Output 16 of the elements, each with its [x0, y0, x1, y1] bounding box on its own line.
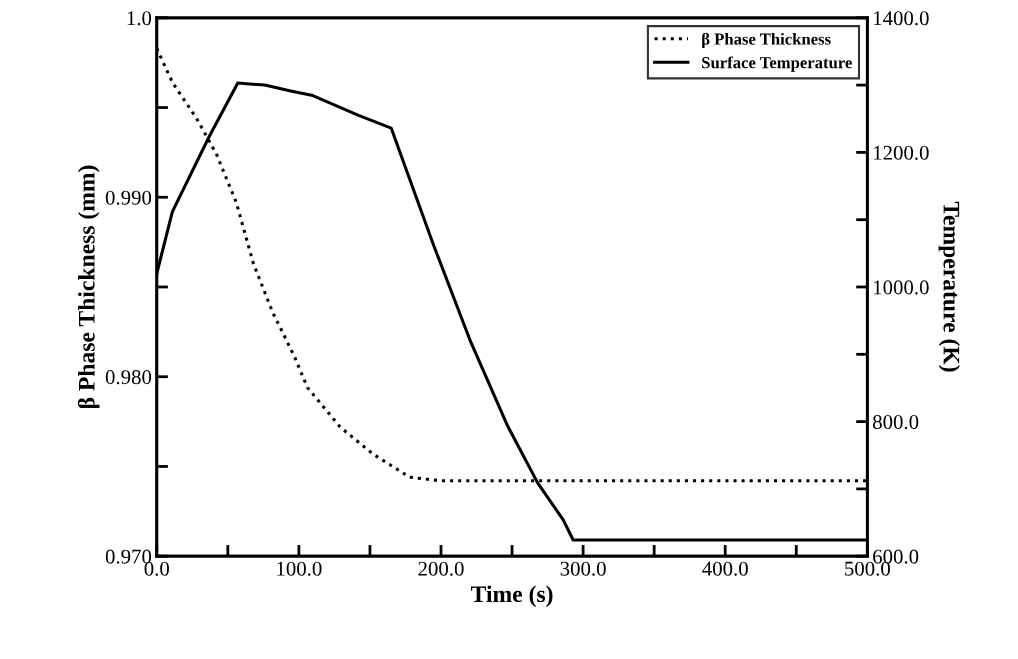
- y-tick-label: 0.980: [105, 370, 152, 385]
- y-tick-label: 1.0: [127, 11, 152, 26]
- y-axis-title: β Phase Thickness (mm): [77, 165, 100, 409]
- x-tick-label: 300.0: [560, 561, 606, 576]
- y2-tick-label: 1000.0: [874, 280, 929, 295]
- y2-tick-label: 1200.0: [874, 145, 929, 160]
- y2-tick-label: 1400.0: [874, 11, 929, 26]
- legend-label: Surface Temperature: [702, 56, 852, 72]
- legend-label: β Phase Thickness: [702, 32, 831, 49]
- x-axis-title: Time (s): [470, 585, 553, 607]
- y-tick-label: 0.990: [105, 190, 152, 205]
- x-tick-label: 100.0: [277, 561, 322, 576]
- y2-tick-label: 800.0: [872, 414, 919, 430]
- x-tick-label: 400.0: [702, 561, 748, 576]
- y2-axis-title: Temperature (K): [938, 201, 961, 372]
- x-tick-label: 200.0: [418, 561, 464, 576]
